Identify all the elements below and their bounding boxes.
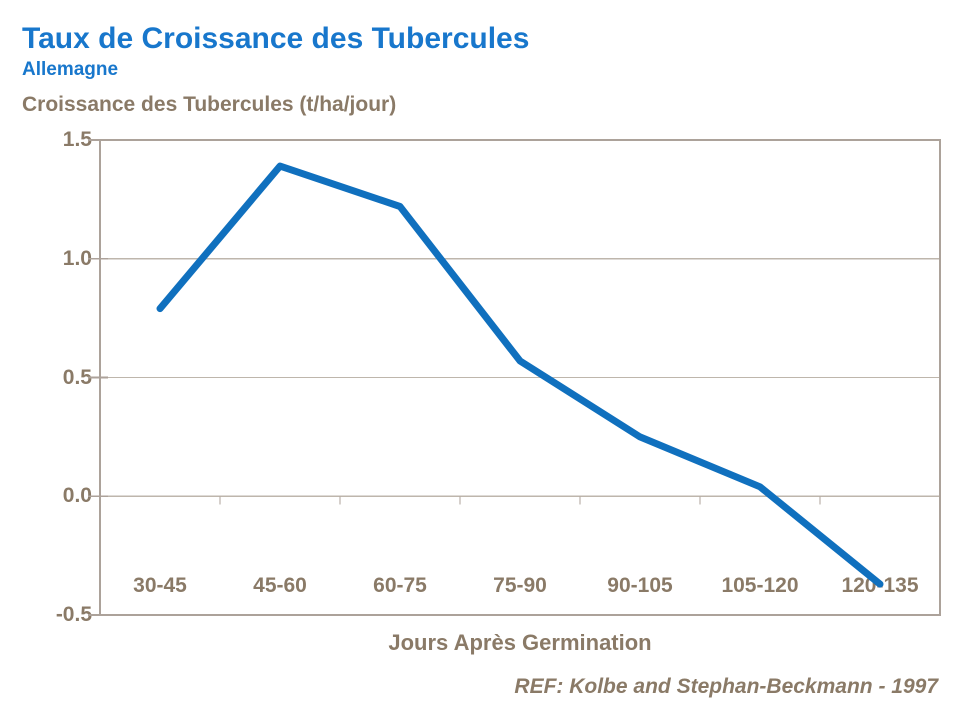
data-line bbox=[156, 162, 884, 588]
y-tick-label: -0.5 bbox=[55, 603, 92, 626]
y-tick-label: 1.5 bbox=[62, 128, 92, 151]
y-axis-title: Croissance des Tubercules (t/ha/jour) bbox=[22, 93, 397, 116]
reference-note: REF: Kolbe and Stephan-Beckmann - 1997 bbox=[514, 675, 938, 698]
y-tick-label: 0.5 bbox=[62, 365, 92, 389]
y-tick-label: 0.0 bbox=[62, 484, 92, 508]
x-axis-title: Jours Après Germination bbox=[388, 630, 652, 655]
chart-subtitle: Allemagne bbox=[22, 59, 119, 80]
x-category-label: 60-75 bbox=[373, 574, 427, 597]
x-category-label: 45-60 bbox=[253, 574, 307, 597]
y-tick-label: 1.0 bbox=[62, 246, 92, 270]
chart-title: Taux de Croissance des Tubercules bbox=[22, 22, 530, 55]
x-category-label: 105-120 bbox=[721, 574, 799, 597]
x-category-label: 75-90 bbox=[493, 574, 547, 597]
x-category-label: 30-45 bbox=[133, 574, 187, 597]
x-category-label: 120-135 bbox=[841, 574, 919, 597]
x-category-label: 90-105 bbox=[607, 574, 673, 597]
